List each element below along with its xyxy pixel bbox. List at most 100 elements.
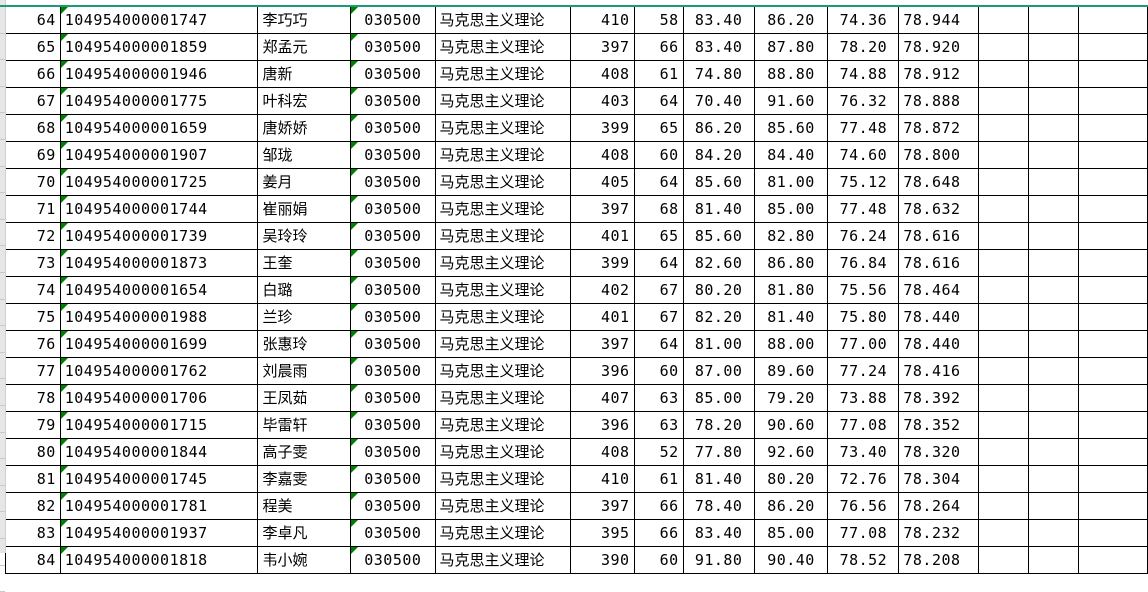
score-a-cell[interactable]: 83.40 — [682, 519, 755, 547]
empty-cell-1[interactable] — [977, 249, 1030, 277]
major-name-cell[interactable]: 马克思主义理论 — [434, 303, 571, 331]
empty-cell-2[interactable] — [1028, 330, 1080, 358]
sub-score-cell[interactable]: 64 — [633, 249, 684, 277]
score-a-cell[interactable]: 85.60 — [682, 168, 755, 196]
major-name-cell[interactable]: 马克思主义理论 — [434, 411, 571, 439]
score-a-cell[interactable]: 82.60 — [682, 249, 755, 277]
major-name-cell[interactable]: 马克思主义理论 — [434, 87, 571, 115]
table-row[interactable]: 64 104954000001747 李巧巧 030500 马克思主义理论 410 58 83… — [5, 6, 1148, 34]
total-score-cell[interactable]: 396 — [569, 357, 635, 385]
candidate-name-cell[interactable]: 唐娇娇 — [257, 114, 352, 142]
empty-cell-2[interactable] — [1028, 465, 1080, 493]
final-score-cell[interactable]: 78.352 — [898, 411, 979, 439]
total-score-cell[interactable]: 397 — [569, 195, 635, 223]
empty-cell-1[interactable] — [977, 168, 1030, 196]
major-code-cell[interactable]: 030500 — [350, 438, 436, 466]
empty-cell-1[interactable] — [977, 33, 1030, 61]
table-row[interactable]: 68 104954000001659 唐娇娇 030500 马克思主义理论 399 65 86… — [5, 114, 1148, 142]
major-name-cell[interactable]: 马克思主义理论 — [434, 492, 571, 520]
sub-score-cell[interactable]: 58 — [633, 6, 684, 34]
total-score-cell[interactable]: 397 — [569, 330, 635, 358]
total-score-cell[interactable]: 402 — [569, 276, 635, 304]
table-row[interactable]: 65 104954000001859 郑孟元 030500 马克思主义理论 397 66 83… — [5, 33, 1148, 61]
score-a-cell[interactable]: 91.80 — [682, 546, 755, 574]
total-score-cell[interactable]: 401 — [569, 222, 635, 250]
major-code-cell[interactable]: 030500 — [350, 141, 436, 169]
empty-cell-1[interactable] — [977, 6, 1030, 34]
score-c-cell[interactable]: 75.80 — [827, 303, 900, 331]
candidate-name-cell[interactable]: 程美 — [257, 492, 352, 520]
sub-score-cell[interactable]: 68 — [633, 195, 684, 223]
empty-cell-2[interactable] — [1028, 438, 1080, 466]
score-b-cell[interactable]: 82.80 — [753, 222, 829, 250]
empty-cell-1[interactable] — [977, 195, 1030, 223]
candidate-id-cell[interactable]: 104954000001725 — [59, 168, 259, 196]
empty-cell-2[interactable] — [1028, 168, 1080, 196]
score-a-cell[interactable]: 86.20 — [682, 114, 755, 142]
score-b-cell[interactable]: 81.00 — [753, 168, 829, 196]
score-a-cell[interactable]: 74.80 — [682, 60, 755, 88]
candidate-id-cell[interactable]: 104954000001654 — [59, 276, 259, 304]
table-row[interactable]: 80 104954000001844 高子雯 030500 马克思主义理论 408 52 77… — [5, 438, 1148, 466]
score-b-cell[interactable]: 89.60 — [753, 357, 829, 385]
major-code-cell[interactable]: 030500 — [350, 168, 436, 196]
total-score-cell[interactable]: 408 — [569, 141, 635, 169]
major-code-cell[interactable]: 030500 — [350, 357, 436, 385]
major-code-cell[interactable]: 030500 — [350, 519, 436, 547]
empty-cell-3[interactable] — [1078, 222, 1148, 250]
major-code-cell[interactable]: 030500 — [350, 276, 436, 304]
major-name-cell[interactable]: 马克思主义理论 — [434, 6, 571, 34]
empty-cell-3[interactable] — [1078, 384, 1148, 412]
empty-cell-3[interactable] — [1078, 357, 1148, 385]
empty-cell-1[interactable] — [977, 357, 1030, 385]
row-index-cell[interactable]: 79 — [5, 411, 61, 439]
empty-cell-3[interactable] — [1078, 438, 1148, 466]
table-row[interactable]: 84 104954000001818 韦小婉 030500 马克思主义理论 390 60 91… — [5, 546, 1148, 574]
empty-cell-1[interactable] — [977, 114, 1030, 142]
total-score-cell[interactable]: 408 — [569, 438, 635, 466]
empty-cell-1[interactable] — [977, 465, 1030, 493]
sub-score-cell[interactable]: 67 — [633, 303, 684, 331]
major-name-cell[interactable]: 马克思主义理论 — [434, 141, 571, 169]
candidate-id-cell[interactable]: 104954000001775 — [59, 87, 259, 115]
row-index-cell[interactable]: 73 — [5, 249, 61, 277]
score-b-cell[interactable]: 85.00 — [753, 519, 829, 547]
candidate-id-cell[interactable]: 104954000001907 — [59, 141, 259, 169]
final-score-cell[interactable]: 78.440 — [898, 303, 979, 331]
total-score-cell[interactable]: 403 — [569, 87, 635, 115]
score-c-cell[interactable]: 77.08 — [827, 519, 900, 547]
empty-cell-3[interactable] — [1078, 303, 1148, 331]
empty-cell-1[interactable] — [977, 546, 1030, 574]
score-b-cell[interactable]: 86.80 — [753, 249, 829, 277]
table-row[interactable]: 76 104954000001699 张惠玲 030500 马克思主义理论 397 64 81… — [5, 330, 1148, 358]
score-a-cell[interactable]: 85.60 — [682, 222, 755, 250]
sub-score-cell[interactable]: 67 — [633, 276, 684, 304]
major-name-cell[interactable]: 马克思主义理论 — [434, 222, 571, 250]
candidate-name-cell[interactable]: 李巧巧 — [257, 6, 352, 34]
empty-cell-1[interactable] — [977, 411, 1030, 439]
total-score-cell[interactable]: 395 — [569, 519, 635, 547]
score-a-cell[interactable]: 83.40 — [682, 33, 755, 61]
major-name-cell[interactable]: 马克思主义理论 — [434, 33, 571, 61]
score-b-cell[interactable]: 90.40 — [753, 546, 829, 574]
major-name-cell[interactable]: 马克思主义理论 — [434, 330, 571, 358]
candidate-id-cell[interactable]: 104954000001659 — [59, 114, 259, 142]
score-b-cell[interactable]: 88.00 — [753, 330, 829, 358]
table-row[interactable]: 77 104954000001762 刘晨雨 030500 马克思主义理论 396 60 87… — [5, 357, 1148, 385]
major-name-cell[interactable]: 马克思主义理论 — [434, 519, 571, 547]
final-score-cell[interactable]: 78.208 — [898, 546, 979, 574]
sub-score-cell[interactable]: 52 — [633, 438, 684, 466]
score-a-cell[interactable]: 84.20 — [682, 141, 755, 169]
candidate-name-cell[interactable]: 叶科宏 — [257, 87, 352, 115]
candidate-id-cell[interactable]: 104954000001781 — [59, 492, 259, 520]
empty-cell-1[interactable] — [977, 141, 1030, 169]
major-name-cell[interactable]: 马克思主义理论 — [434, 465, 571, 493]
score-b-cell[interactable]: 85.00 — [753, 195, 829, 223]
table-row[interactable]: 69 104954000001907 邹珑 030500 马克思主义理论 408 60 84.… — [5, 141, 1148, 169]
candidate-name-cell[interactable]: 李卓凡 — [257, 519, 352, 547]
empty-cell-2[interactable] — [1028, 87, 1080, 115]
empty-cell-2[interactable] — [1028, 303, 1080, 331]
table-row[interactable]: 79 104954000001715 毕雷轩 030500 马克思主义理论 396 63 78… — [5, 411, 1148, 439]
score-a-cell[interactable]: 80.20 — [682, 276, 755, 304]
